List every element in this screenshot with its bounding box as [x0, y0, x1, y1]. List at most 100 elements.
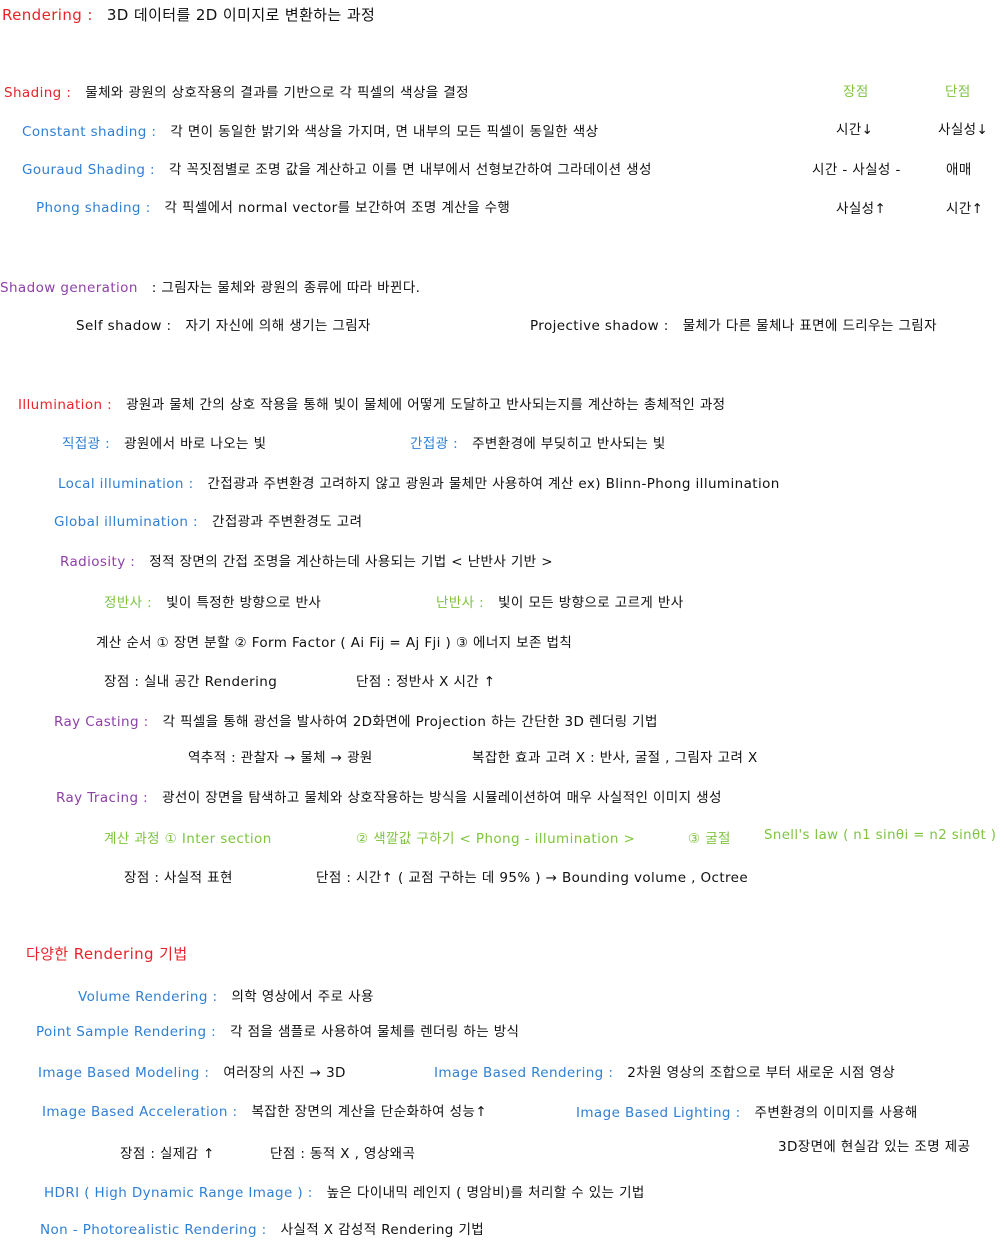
diffuse-term: 난반사 :	[436, 595, 485, 611]
hdri-term: HDRI ( High Dynamic Range Image ) :	[44, 1185, 313, 1201]
local-illumination-desc: 간접광과 주변환경 고려하지 않고 광원과 물체만 사용하여 계산 ex) Bl…	[207, 476, 780, 492]
ib-modeling-desc: 여러장의 사진 → 3D	[223, 1065, 346, 1081]
diffuse-line: 난반사 : 빛이 모든 방향으로 고르게 반사	[436, 591, 684, 611]
gouraud-shading-con: 애매	[946, 162, 972, 178]
self-shadow-desc: 자기 자신에 의해 생기는 그림자	[185, 318, 371, 334]
npr-desc: 사실적 X 감성적 Rendering 기법	[280, 1222, 485, 1238]
phong-shading-con: 시간↑	[946, 201, 984, 217]
constant-shading-desc: 각 면이 동일한 밝기와 색상을 가지며, 면 내부의 모든 픽셀이 동일한 색…	[170, 124, 599, 140]
ib-acceleration-term: Image Based Acceleration :	[42, 1104, 238, 1120]
radiosity-cons: 단점 : 정반사 X 시간 ↑	[356, 674, 496, 690]
self-shadow-term: Self shadow :	[76, 318, 172, 334]
constant-shading-con: 사실성↓	[938, 122, 989, 138]
point-sample-term: Point Sample Rendering :	[36, 1024, 217, 1040]
global-illumination-desc: 간접광과 주변환경도 고려	[212, 514, 363, 530]
ray-tracing-term: Ray Tracing :	[56, 790, 149, 806]
phong-shading-term: Phong shading :	[36, 200, 151, 216]
ray-tracing-step3: ③ 굴절	[688, 831, 731, 847]
ib-acceleration-desc: 복잡한 장면의 계산을 단순화하여 성능↑	[251, 1104, 488, 1120]
ray-tracing-cons: 단점 : 시간↑ ( 교점 구하는 데 95% ) → Bounding vol…	[316, 870, 749, 886]
gouraud-shading-pro: 시간 - 사실성 -	[812, 162, 901, 178]
radiosity-pros: 장점 : 실내 공간 Rendering	[104, 674, 278, 690]
radiosity-line: Radiosity : 정적 장면의 간접 조명을 계산하는데 사용되는 기법 <…	[60, 550, 553, 570]
self-shadow-line: Self shadow : 자기 자신에 의해 생기는 그림자	[76, 314, 371, 334]
ib-lighting-desc: 주변환경의 이미지를 사용해	[754, 1105, 918, 1121]
ray-casting-term: Ray Casting :	[54, 714, 149, 730]
global-illumination-term: Global illumination :	[54, 514, 198, 530]
shading-cons-header: 단점	[945, 84, 971, 100]
npr-line: Non - Photorealistic Rendering : 사실적 X 감성…	[40, 1218, 484, 1238]
shadow-line: Shadow generation : 그림자는 물체와 광원의 종류에 따라 바…	[0, 276, 420, 296]
direct-light-term: 직접광 :	[62, 436, 111, 452]
phong-shading-line: Phong shading : 각 픽셀에서 normal vector를 보간하…	[36, 196, 510, 216]
ray-tracing-pros: 장점 : 사실적 표현	[124, 870, 233, 886]
phong-shading-pro: 사실성↑	[836, 201, 887, 217]
hdri-line: HDRI ( High Dynamic Range Image ) : 높은 다이…	[44, 1181, 645, 1201]
specular-line: 정반사 : 빛이 특정한 방향으로 반사	[104, 591, 321, 611]
ib-lighting-line: Image Based Lighting : 주변환경의 이미지를 사용해	[576, 1101, 918, 1121]
ray-tracing-desc: 광선이 장면을 탐색하고 물체와 상호작용하는 방식을 시뮬레이션하여 매우 사…	[162, 790, 722, 806]
rendering-desc: 3D 데이터를 2D 이미지로 변환하는 과정	[106, 6, 376, 24]
gouraud-shading-line: Gouraud Shading : 각 꼭짓점별로 조명 값을 계산하고 이를 면…	[22, 158, 652, 178]
ib-lighting-term: Image Based Lighting :	[576, 1105, 741, 1121]
global-illumination-line: Global illumination : 간접광과 주변환경도 고려	[54, 510, 362, 530]
ray-casting-reverse: 역추적 : 관찰자 → 물체 → 광원	[188, 750, 373, 766]
gouraud-shading-desc: 각 꼭짓점별로 조명 값을 계산하고 이를 면 내부에서 선형보간하여 그라데이…	[169, 162, 652, 178]
shading-term: Shading :	[4, 85, 72, 101]
ib-rendering-line: Image Based Rendering : 2차원 영상의 조합으로 부터 새…	[434, 1061, 895, 1081]
rendering-line: Rendering : 3D 데이터를 2D 이미지로 변환하는 과정	[2, 4, 375, 25]
point-sample-line: Point Sample Rendering : 각 점을 샘플로 사용하여 물체…	[36, 1020, 519, 1040]
specular-term: 정반사 :	[104, 595, 153, 611]
illumination-term: Illumination :	[18, 397, 113, 413]
local-illumination-term: Local illumination :	[58, 476, 194, 492]
indirect-light-desc: 주변환경에 부딪히고 반사되는 빛	[472, 436, 666, 452]
specular-desc: 빛이 특정한 방향으로 반사	[166, 595, 322, 611]
gouraud-shading-term: Gouraud Shading :	[22, 162, 155, 178]
ib-rendering-desc: 2차원 영상의 조합으로 부터 새로운 시점 영상	[627, 1065, 896, 1081]
constant-shading-term: Constant shading :	[22, 124, 157, 140]
constant-shading-line: Constant shading : 각 면이 동일한 밝기와 색상을 가지며, …	[22, 120, 598, 140]
local-illumination-line: Local illumination : 간접광과 주변환경 고려하지 않고 광원…	[58, 472, 780, 492]
ray-casting-complex: 복잡한 효과 고려 X : 반사, 굴절 , 그림자 고려 X	[472, 750, 758, 766]
ib-pros: 장점 : 실제감 ↑	[120, 1146, 215, 1162]
shading-pros-header: 장점	[843, 84, 869, 100]
projective-shadow-term: Projective shadow :	[530, 318, 669, 334]
volume-rendering-desc: 의학 영상에서 주로 사용	[231, 989, 374, 1005]
volume-rendering-line: Volume Rendering : 의학 영상에서 주로 사용	[78, 985, 374, 1005]
shading-line: Shading : 물체와 광원의 상호작용의 결과를 기반으로 각 픽셀의 색상…	[4, 81, 469, 101]
radiosity-desc: 정적 장면의 간접 조명을 계산하는데 사용되는 기법 < 난반사 기반 >	[149, 554, 553, 570]
techniques-title: 다양한 Rendering 기법	[26, 945, 188, 963]
npr-term: Non - Photorealistic Rendering :	[40, 1222, 267, 1238]
direct-light-line: 직접광 : 광원에서 바로 나오는 빛	[62, 432, 266, 452]
shading-desc: 물체와 광원의 상호작용의 결과를 기반으로 각 픽셀의 색상을 결정	[85, 85, 469, 101]
radiosity-term: Radiosity :	[60, 554, 136, 570]
ib-cons: 단점 : 동적 X , 영상왜곡	[270, 1146, 416, 1162]
indirect-light-term: 간접광 :	[410, 436, 459, 452]
ray-tracing-snell: Snell's law ( n1 sinθi = n2 sinθt )	[764, 827, 997, 843]
illumination-desc: 광원과 물체 간의 상호 작용을 통해 빛이 물체에 어떻게 도달하고 반사되는…	[126, 397, 726, 413]
indirect-light-line: 간접광 : 주변환경에 부딪히고 반사되는 빛	[410, 432, 666, 452]
ray-tracing-step2: ② 색깔값 구하기 < Phong - illumination >	[356, 831, 636, 847]
ib-rendering-term: Image Based Rendering :	[434, 1065, 614, 1081]
illumination-line: Illumination : 광원과 물체 간의 상호 작용을 통해 빛이 물체에…	[18, 393, 726, 413]
ray-casting-line: Ray Casting : 각 픽셀을 통해 광선을 발사하여 2D화면에 Pro…	[54, 710, 658, 730]
ib-modeling-line: Image Based Modeling : 여러장의 사진 → 3D	[38, 1061, 346, 1081]
direct-light-desc: 광원에서 바로 나오는 빛	[124, 436, 267, 452]
diffuse-desc: 빛이 모든 방향으로 고르게 반사	[498, 595, 684, 611]
phong-shading-desc: 각 픽셀에서 normal vector를 보간하여 조명 계산을 수행	[164, 200, 511, 216]
ib-lighting-desc2: 3D장면에 현실감 있는 조명 제공	[778, 1139, 971, 1155]
point-sample-desc: 각 점을 샘플로 사용하여 물체를 렌더링 하는 방식	[230, 1024, 520, 1040]
rendering-term: Rendering :	[2, 6, 93, 24]
ib-acceleration-line: Image Based Acceleration : 복잡한 장면의 계산을 단순…	[42, 1100, 487, 1120]
volume-rendering-term: Volume Rendering :	[78, 989, 218, 1005]
ray-tracing-line: Ray Tracing : 광선이 장면을 탐색하고 물체와 상호작용하는 방식을…	[56, 786, 722, 806]
hdri-desc: 높은 다이내믹 레인지 ( 명암비)를 처리할 수 있는 기법	[326, 1185, 645, 1201]
ib-modeling-term: Image Based Modeling :	[38, 1065, 210, 1081]
ray-tracing-step1: 계산 과정 ① Inter section	[104, 831, 272, 847]
projective-shadow-desc: 물체가 다른 물체나 표면에 드리우는 그림자	[682, 318, 937, 334]
constant-shading-pro: 시간↓	[836, 122, 874, 138]
shadow-term: Shadow generation	[0, 280, 138, 296]
ray-casting-desc: 각 픽셀을 통해 광선을 발사하여 2D화면에 Projection 하는 간단…	[162, 714, 658, 730]
radiosity-steps: 계산 순서 ① 장면 분할 ② Form Factor ( Ai Fij = A…	[96, 635, 573, 651]
shadow-desc: : 그림자는 물체와 광원의 종류에 따라 바뀐다.	[151, 280, 421, 296]
